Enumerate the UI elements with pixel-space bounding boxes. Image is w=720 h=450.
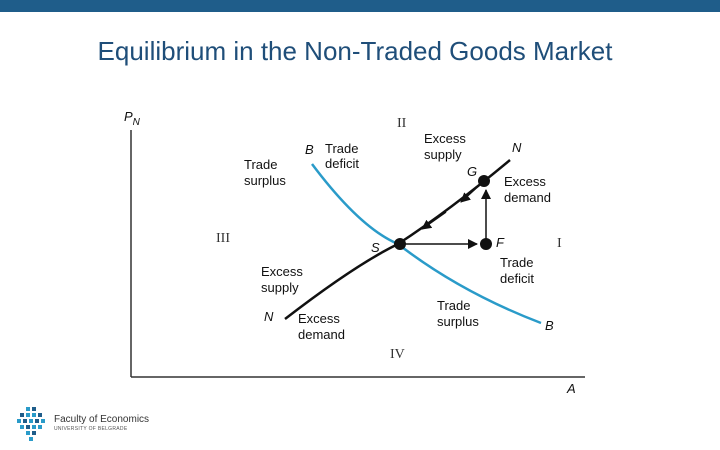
logo-faculty-name: Faculty of Economics [54, 414, 150, 425]
curve-b-bottom-label: B [545, 318, 554, 333]
trade-deficit-f-annotation: Trade deficit [500, 255, 537, 286]
faculty-logo-mark-icon [17, 407, 45, 441]
x-axis-label: A [566, 381, 576, 396]
excess-supply-top-annotation: Excess supply [424, 131, 470, 162]
excess-supply-left-annotation: Excess supply [261, 264, 307, 295]
trade-surplus-bottom-annotation: Trade surplus [437, 298, 479, 329]
trade-surplus-left-annotation: Trade surplus [244, 157, 286, 188]
curve-n-bottom-label: N [264, 309, 274, 324]
excess-demand-g-annotation: Excess demand [504, 174, 551, 205]
y-axis-label: PN [124, 109, 141, 128]
point-f-label: F [496, 235, 505, 250]
curve-n-top-label: N [512, 140, 522, 155]
point-s-label: S [371, 240, 380, 255]
excess-demand-bottom-annotation: Excess demand [298, 311, 345, 342]
point-g-label: G [467, 164, 477, 179]
quadrant-i-label: I [557, 236, 562, 251]
quadrant-iii-label: III [216, 231, 230, 246]
logo-university-name: UNIVERSITY OF BELGRADE [54, 426, 128, 432]
curve-b-top-label: B [305, 142, 314, 157]
faculty-logo: Faculty of Economics UNIVERSITY OF BELGR… [16, 406, 156, 442]
point-g-marker [478, 175, 490, 187]
point-s-marker [394, 238, 406, 250]
quadrant-iv-label: IV [390, 347, 405, 362]
top-accent-bar [0, 0, 720, 12]
trade-deficit-top-annotation: Trade deficit [325, 141, 362, 171]
point-f-marker [480, 238, 492, 250]
quadrant-ii-label: II [397, 116, 407, 131]
adjustment-arrow-mid-to-s [421, 211, 447, 230]
slide-title: Equilibrium in the Non-Traded Goods Mark… [97, 36, 613, 66]
